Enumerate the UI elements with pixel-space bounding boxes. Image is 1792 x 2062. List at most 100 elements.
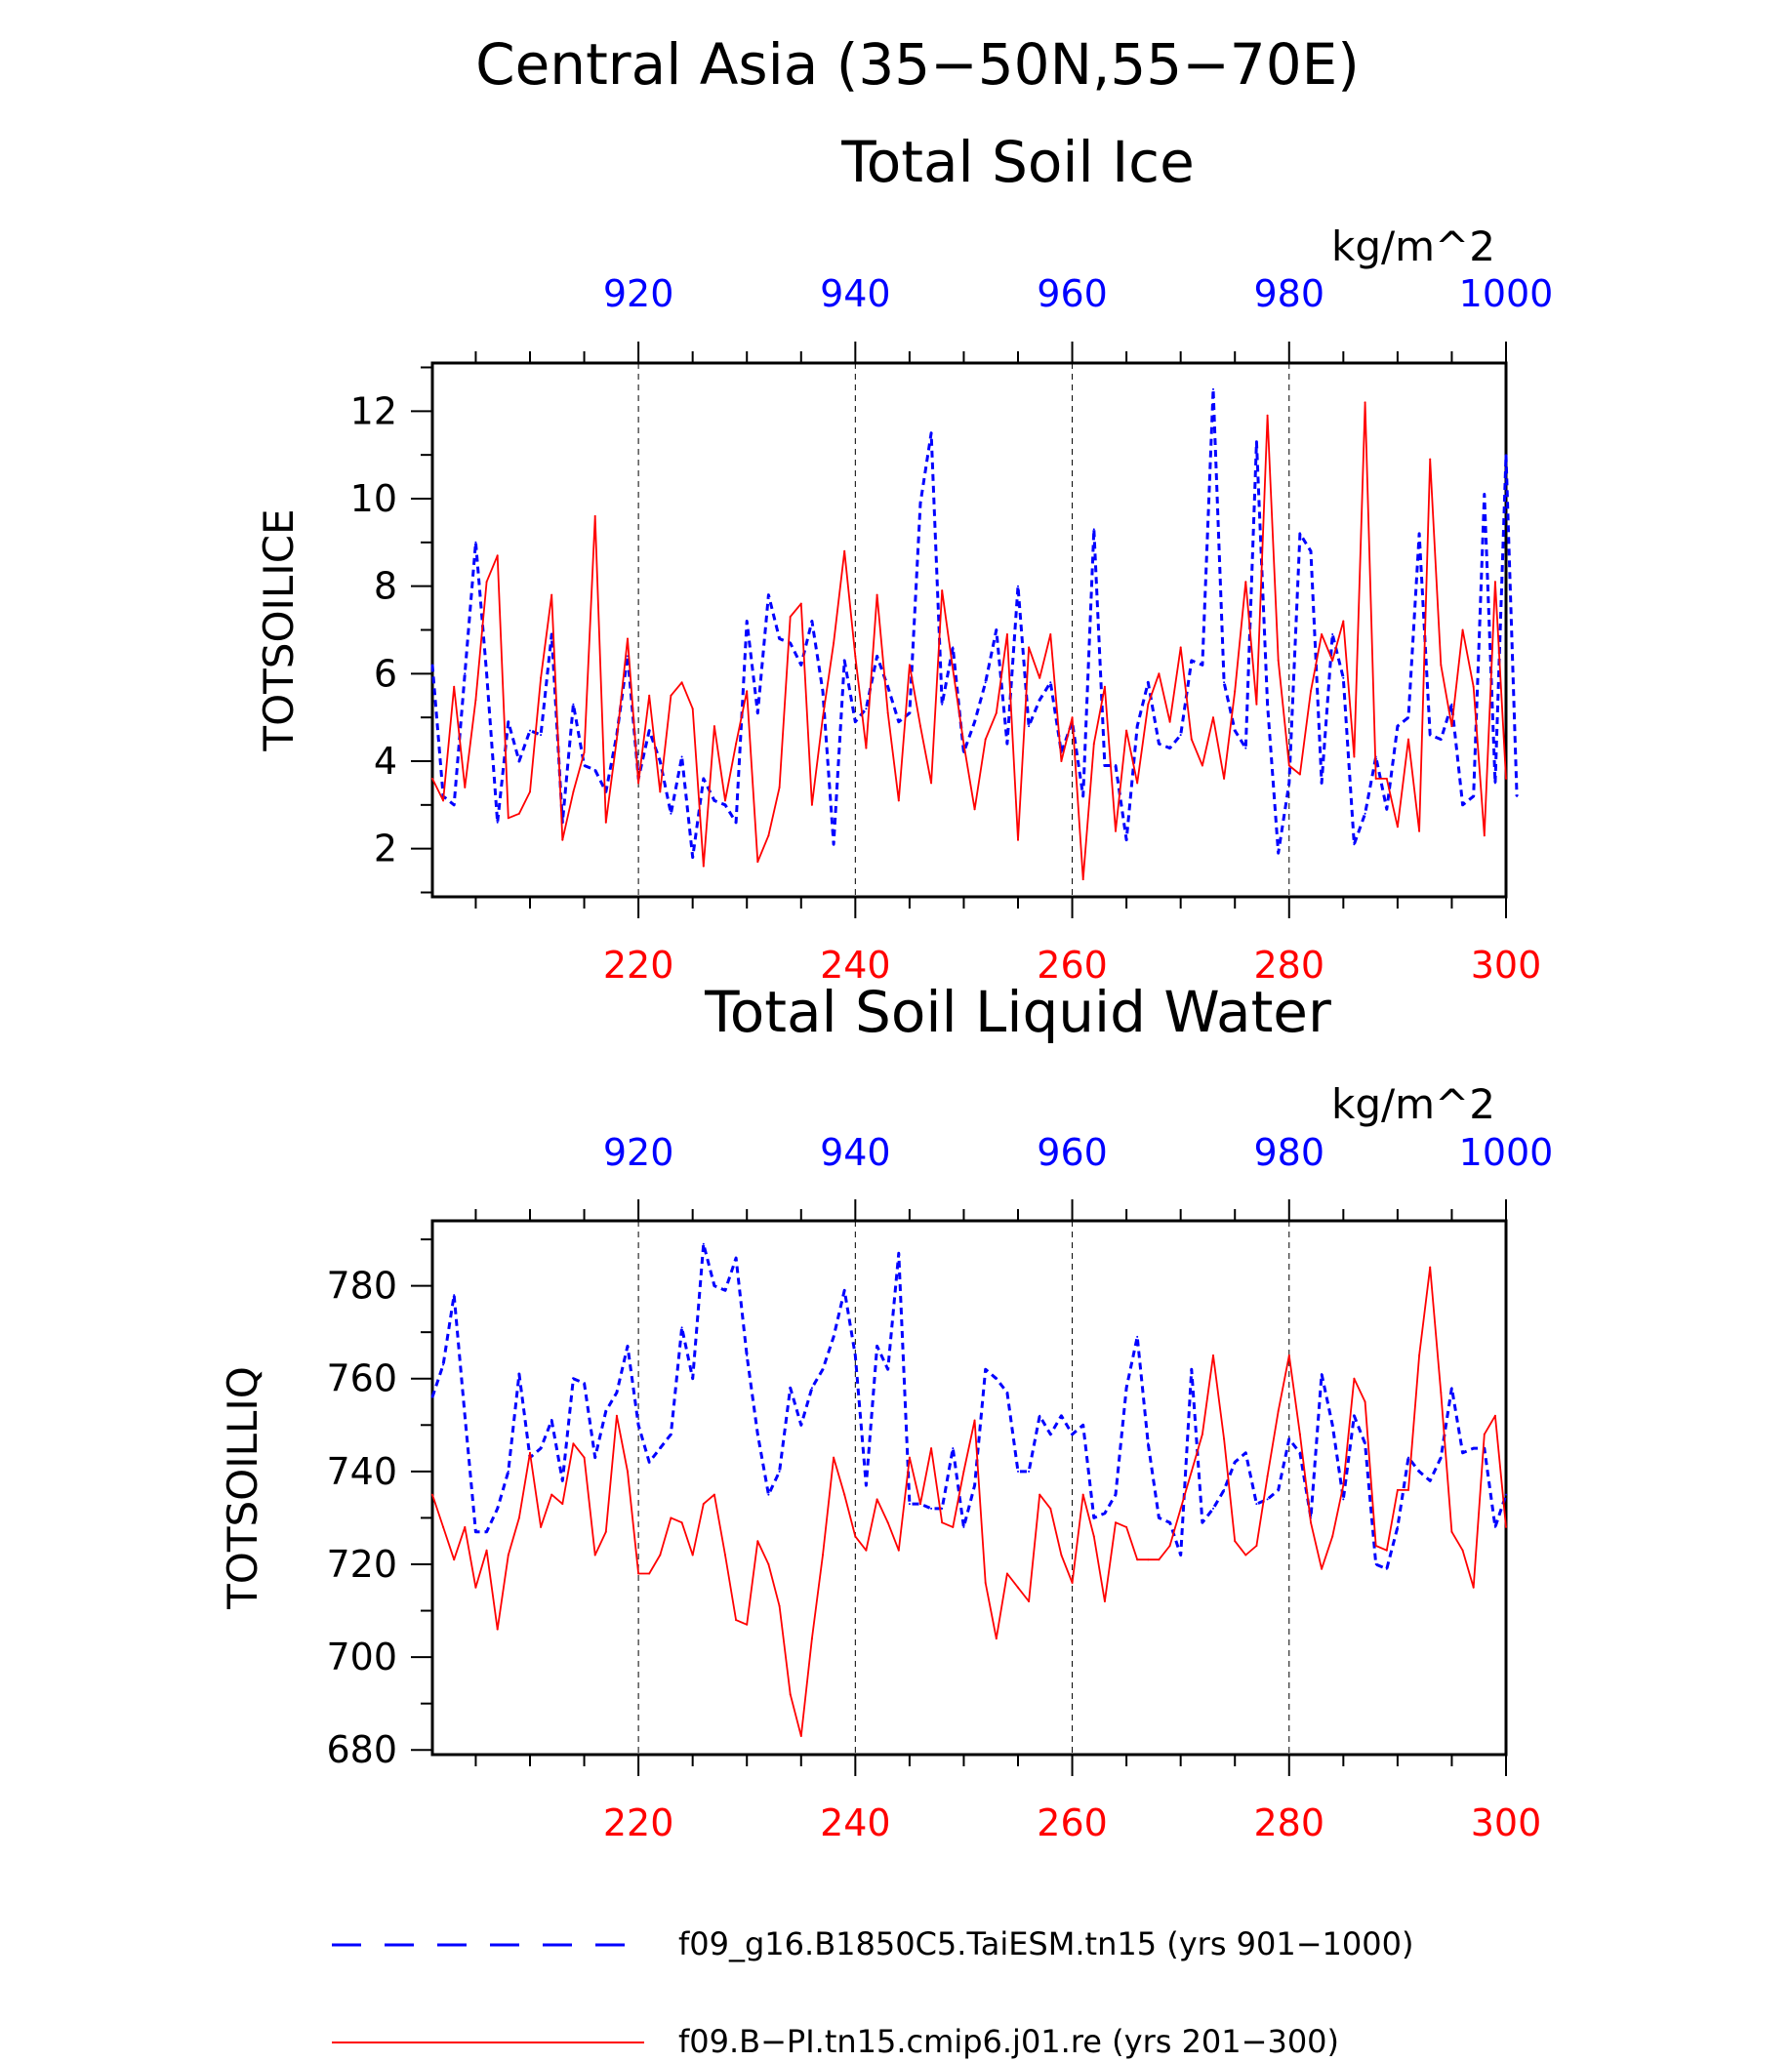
data-point — [886, 685, 889, 688]
data-point — [1407, 738, 1409, 741]
data-point — [886, 1521, 889, 1524]
data-point — [833, 843, 835, 846]
data-point — [724, 1289, 726, 1292]
data-point — [1472, 1586, 1475, 1589]
data-point — [1005, 633, 1008, 635]
data-point — [648, 1572, 651, 1575]
data-point — [648, 729, 651, 732]
data-point — [1017, 585, 1019, 587]
data-point — [1115, 1521, 1117, 1524]
y-tick-label: 6 — [374, 652, 397, 695]
data-point — [1385, 1567, 1388, 1570]
data-point — [496, 1507, 499, 1510]
data-point — [1168, 720, 1171, 723]
data-point — [517, 760, 520, 762]
y-tick-label: 740 — [326, 1450, 397, 1493]
data-point — [659, 1447, 662, 1450]
data-point — [1298, 773, 1301, 776]
data-point — [1505, 454, 1507, 457]
data-point — [453, 685, 456, 688]
data-point — [496, 821, 499, 824]
x-top-tick-label: 920 — [603, 1131, 674, 1174]
data-point — [854, 720, 857, 723]
data-point — [1287, 782, 1290, 785]
data-point — [1017, 1586, 1019, 1589]
data-point — [897, 720, 900, 723]
data-point — [865, 708, 868, 710]
data-point — [1115, 764, 1117, 767]
data-point — [659, 790, 662, 793]
data-point — [1158, 1558, 1161, 1561]
data-point — [952, 667, 955, 670]
x-top-tick-label: 940 — [820, 1131, 891, 1174]
data-point — [1342, 620, 1345, 623]
data-point — [854, 1354, 857, 1356]
data-point — [908, 1456, 911, 1459]
x-top-tick-label: 960 — [1037, 1131, 1108, 1174]
data-point — [680, 1521, 683, 1524]
data-point — [1385, 1549, 1388, 1552]
data-point — [713, 1284, 715, 1287]
data-point — [442, 799, 445, 802]
y-tick-label: 720 — [326, 1543, 397, 1586]
data-point — [1310, 690, 1312, 693]
data-point — [919, 725, 921, 728]
plot-frame — [430, 1219, 1508, 1757]
data-point — [1342, 1498, 1345, 1501]
data-point — [767, 1493, 770, 1496]
data-point — [1168, 747, 1171, 749]
data-point — [1321, 1373, 1324, 1375]
data-point — [1244, 1554, 1247, 1557]
data-point — [1440, 1392, 1443, 1394]
data-point — [1158, 743, 1161, 746]
legend-label-red: f09.B−PI.tn15.cmip6.j01.re (yrs 201−300) — [678, 2023, 1339, 2060]
data-point — [507, 720, 509, 723]
data-point — [1364, 1400, 1366, 1403]
data-point — [1244, 747, 1247, 749]
legend: f09_g16.B1850C5.TaiESM.tn15 (yrs 901−100… — [332, 1925, 1413, 2060]
data-point — [670, 1433, 672, 1435]
data-point — [995, 711, 998, 714]
data-point — [615, 738, 618, 741]
data-point — [1472, 685, 1475, 688]
data-point — [1429, 1266, 1432, 1269]
data-point — [713, 1493, 715, 1496]
data-point — [1158, 1516, 1161, 1519]
data-point — [1201, 764, 1203, 767]
data-point — [908, 1503, 911, 1506]
data-point — [1266, 1475, 1269, 1477]
data-point — [1353, 843, 1356, 846]
data-point — [897, 1549, 900, 1552]
data-point — [593, 1554, 596, 1557]
data-point — [1017, 1470, 1019, 1473]
data-point — [637, 782, 640, 785]
data-point — [529, 729, 531, 732]
x-top-tick-label: 1000 — [1459, 1131, 1554, 1174]
data-point — [1461, 1451, 1464, 1454]
data-point — [1287, 1437, 1290, 1440]
series-line-red — [431, 401, 1507, 880]
data-point — [1374, 777, 1377, 780]
data-point — [1190, 1470, 1193, 1473]
data-point — [799, 602, 802, 605]
data-point — [474, 1586, 477, 1589]
data-point — [1353, 1414, 1356, 1417]
data-point — [431, 777, 433, 780]
data-point — [1266, 703, 1269, 706]
data-point — [540, 1525, 543, 1528]
data-point — [799, 664, 802, 667]
data-point — [431, 1395, 433, 1398]
data-point — [550, 633, 553, 635]
data-point — [550, 1419, 553, 1422]
data-point — [453, 1294, 456, 1297]
data-point — [724, 1554, 726, 1557]
data-point — [691, 1377, 694, 1380]
plot-frame — [430, 361, 1508, 899]
data-point — [897, 1252, 900, 1255]
data-point — [485, 1549, 488, 1552]
data-point — [702, 865, 705, 868]
data-point — [627, 1470, 629, 1473]
data-point — [1103, 764, 1106, 767]
data-point — [1461, 803, 1464, 806]
data-point — [540, 676, 543, 679]
